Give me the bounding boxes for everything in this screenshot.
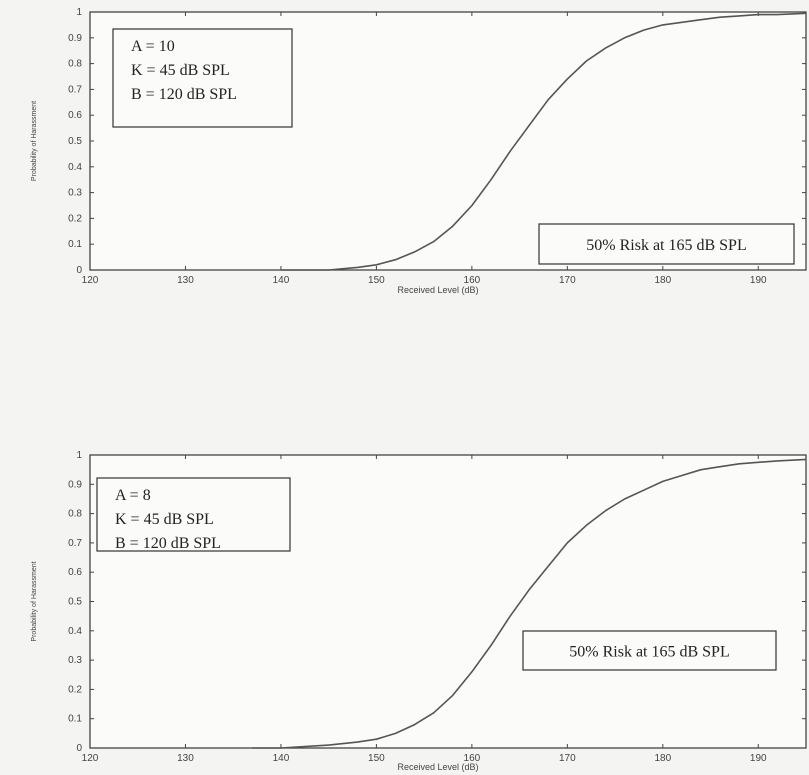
bottom-series-line <box>252 458 807 749</box>
bottom-ytick-label: 0.2 <box>68 684 82 695</box>
chart-top: 0 0.1 0.2 0.3 0.4 0.5 0.6 0.7 0.8 0.9 1 120 130 140 15… <box>0 0 809 300</box>
top-params-line: B = 120 dB SPL <box>131 86 237 103</box>
bottom-risk-box <box>522 630 777 671</box>
top-xtick-label: 170 <box>559 275 576 286</box>
bottom-xtick-label: 190 <box>750 753 767 764</box>
bottom-ytick-label: 1 <box>76 450 82 461</box>
top-series-line <box>280 12 807 271</box>
bottom-xaxis-label: Received Level (dB) <box>397 762 478 772</box>
bottom-xtick-label: 160 <box>464 753 481 764</box>
top-xaxis-label: Received Level (dB) <box>397 285 478 295</box>
bottom-xtick-label: 140 <box>273 753 290 764</box>
top-ytick-label: 0.4 <box>68 162 82 173</box>
bottom-params-line: A = 8 <box>115 487 151 504</box>
bottom-ytick-label: 0.6 <box>68 567 82 578</box>
top-ytick-label: 0 <box>76 265 82 276</box>
bottom-params-line: B = 120 dB SPL <box>115 535 221 552</box>
top-xtick-label: 180 <box>654 275 671 286</box>
bottom-xtick-label: 170 <box>559 753 576 764</box>
top-xtick-label: 160 <box>464 275 481 286</box>
top-ytick-label: 0.6 <box>68 110 82 121</box>
bottom-ytick-label: 0.7 <box>68 538 82 549</box>
top-xtick-label: 150 <box>368 275 385 286</box>
top-ytick-label: 0.9 <box>68 33 82 44</box>
top-xtick-label: 190 <box>750 275 767 286</box>
bottom-yaxis-label: Probability of Harassment <box>31 561 38 641</box>
top-xtick-label: 130 <box>177 275 194 286</box>
bottom-ytick-label: 0.1 <box>68 714 82 725</box>
bottom-ytick-label: 0.3 <box>68 655 82 666</box>
bottom-xtick-label: 180 <box>654 753 671 764</box>
top-xtick-label: 140 <box>273 275 290 286</box>
top-risk-box <box>538 223 795 265</box>
top-ytick-label: 0.2 <box>68 213 82 224</box>
top-yaxis-label: Probability of Harassment <box>31 101 38 181</box>
top-xtick-label: 120 <box>82 275 99 286</box>
bottom-risk-label: 50% Risk at 165 dB SPL <box>569 644 729 661</box>
top-params-line: A = 10 <box>131 38 175 55</box>
bottom-ytick-label: 0.8 <box>68 509 82 520</box>
top-ytick-label: 1 <box>76 7 82 18</box>
top-params-line: K = 45 dB SPL <box>131 62 230 79</box>
bottom-ytick-label: 0.5 <box>68 597 82 608</box>
top-ytick-label: 0.8 <box>68 59 82 70</box>
chart-bottom: 0 0.1 0.2 0.3 0.4 0.5 0.6 0.7 0.8 0.9 1 120 130 140 15… <box>0 440 809 775</box>
top-ytick-label: 0.1 <box>68 239 82 250</box>
bottom-xtick-label: 120 <box>82 753 99 764</box>
bottom-ytick-label: 0.9 <box>68 479 82 490</box>
bottom-xtick-label: 150 <box>368 753 385 764</box>
top-risk-label: 50% Risk at 165 dB SPL <box>586 237 746 254</box>
chart-top-svg: 0 0.1 0.2 0.3 0.4 0.5 0.6 0.7 0.8 0.9 1 120 130 140 15… <box>31 7 807 295</box>
bottom-params-box <box>96 477 291 552</box>
top-ytick-label: 0.3 <box>68 188 82 199</box>
bottom-ytick-label: 0 <box>76 743 82 754</box>
bottom-params-line: K = 45 dB SPL <box>115 511 214 528</box>
top-params-box <box>112 28 293 128</box>
bottom-ytick-label: 0.4 <box>68 626 82 637</box>
top-ytick-label: 0.7 <box>68 84 82 95</box>
top-ytick-label: 0.5 <box>68 136 82 147</box>
chart-bottom-svg: 0 0.1 0.2 0.3 0.4 0.5 0.6 0.7 0.8 0.9 1 120 130 140 15… <box>31 450 807 772</box>
bottom-xtick-label: 130 <box>177 753 194 764</box>
